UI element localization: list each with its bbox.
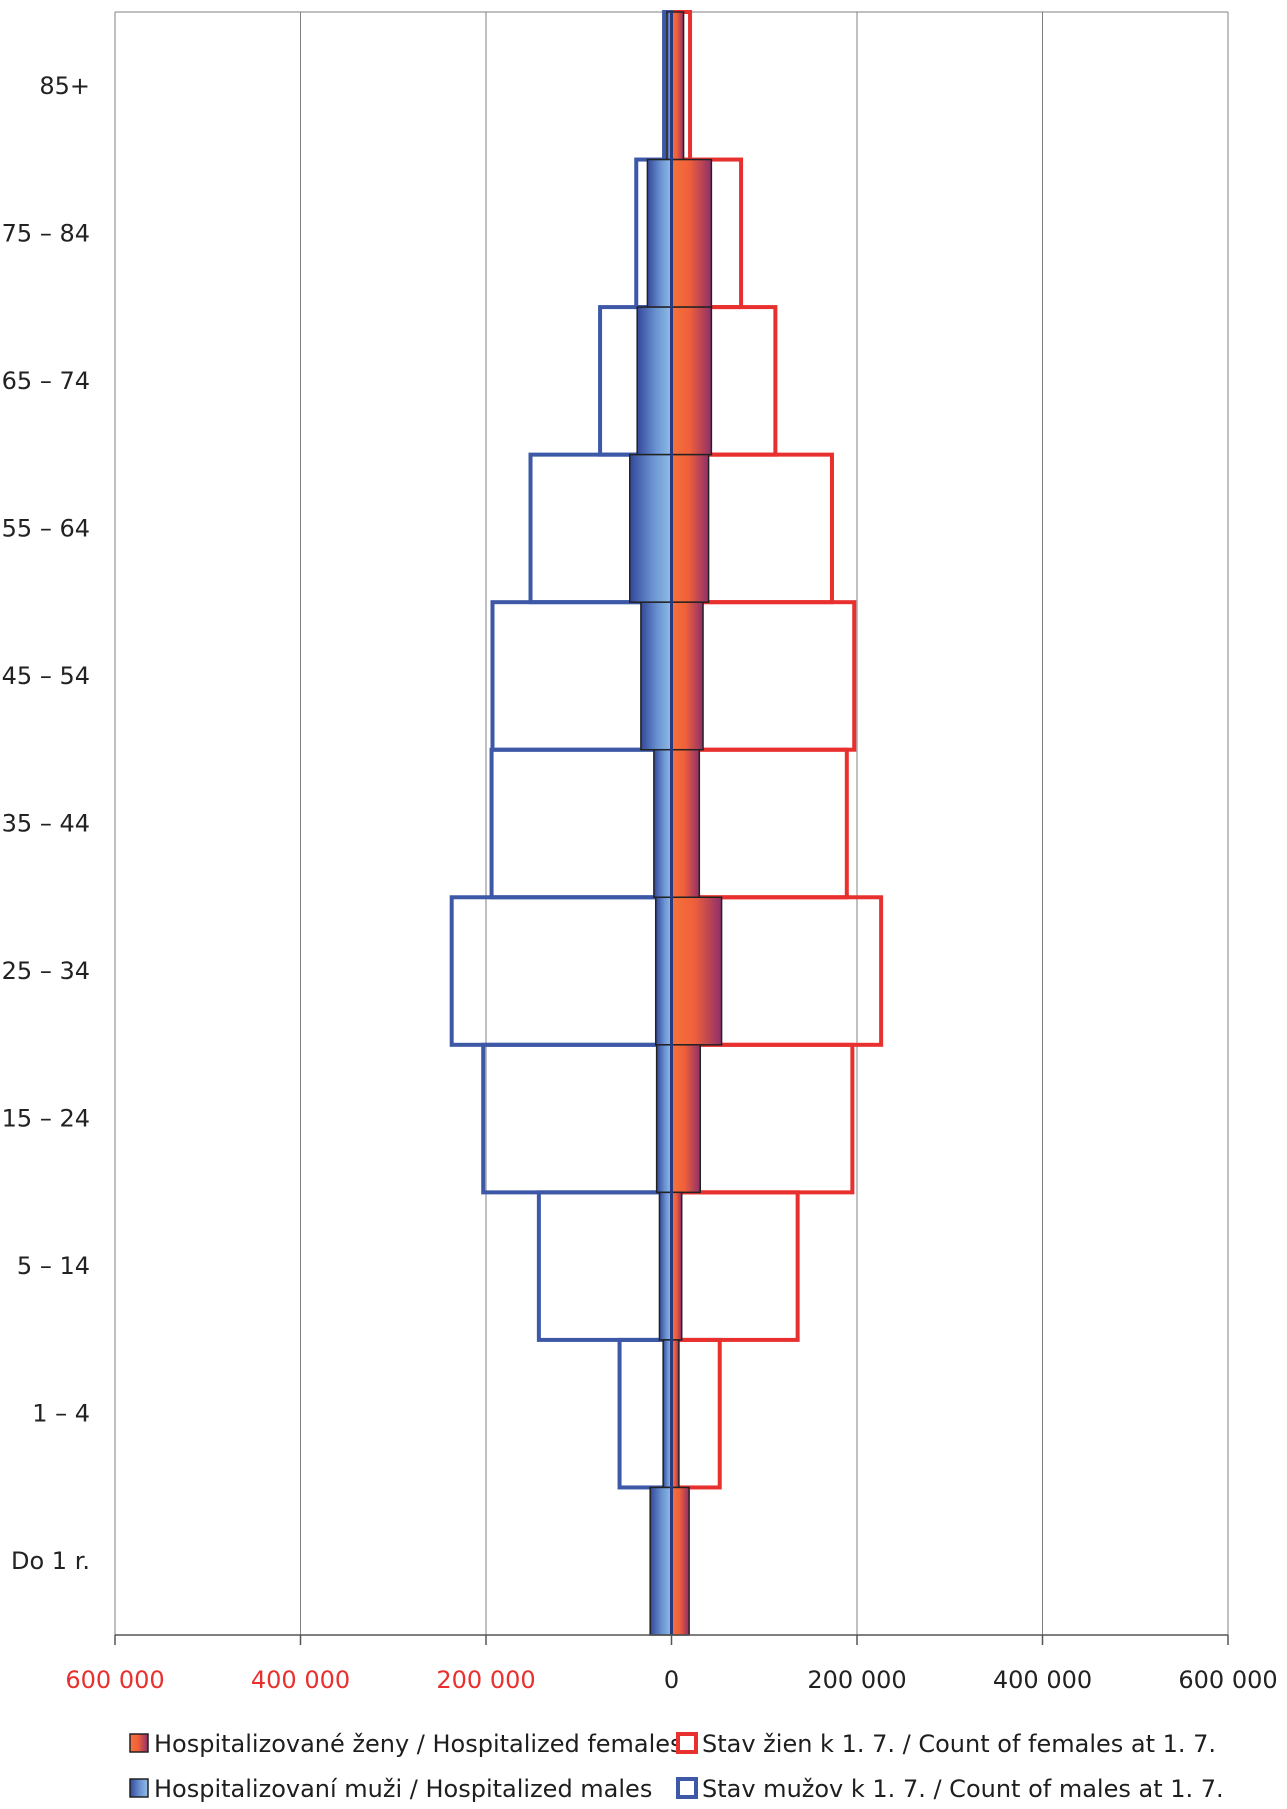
bar-males-count-5 <box>489 747 674 900</box>
legend-swatch-1 <box>676 1732 698 1754</box>
category-label-4: 45 – 54 <box>2 662 90 690</box>
bar-males-count-7 <box>481 1042 674 1195</box>
category-label-9: 1 – 4 <box>32 1400 90 1428</box>
axes <box>114 12 1229 1645</box>
bar-females-hospitalized-6 <box>670 896 723 1046</box>
category-label-3: 55 – 64 <box>2 514 90 542</box>
category-label-7: 15 – 24 <box>2 1105 90 1133</box>
category-label-10: Do 1 r. <box>11 1547 90 1575</box>
legend-swatch-0 <box>129 1733 149 1753</box>
category-label-1: 75 – 84 <box>2 219 90 247</box>
x-tick-label-2: 200 000 <box>436 1666 535 1694</box>
legend-label-1: Stav žien k 1. 7. / Count of females at … <box>702 1730 1216 1758</box>
category-label-2: 65 – 74 <box>2 367 90 395</box>
bar-males-count-6 <box>449 895 674 1047</box>
legend-item-0: Hospitalizované ženy / Hospitalized fema… <box>129 1730 683 1758</box>
category-label-5: 35 – 44 <box>2 810 90 838</box>
legend-swatch-3 <box>676 1777 698 1799</box>
legend: Hospitalizované ženy / Hospitalized fema… <box>129 1730 1224 1803</box>
bar-males-hospitalized-7 <box>655 1044 673 1194</box>
x-tick-label-5: 400 000 <box>993 1666 1092 1694</box>
legend-swatch-2 <box>129 1778 149 1798</box>
legend-item-3: Stav mužov k 1. 7. / Count of males at 1… <box>676 1775 1224 1803</box>
bar-males-hospitalized-10 <box>649 1486 673 1636</box>
bar-females-hospitalized-0 <box>670 11 685 161</box>
legend-item-1: Stav žien k 1. 7. / Count of females at … <box>676 1730 1216 1758</box>
legend-label-3: Stav mužov k 1. 7. / Count of males at 1… <box>702 1775 1224 1803</box>
x-tick-label-4: 200 000 <box>807 1666 906 1694</box>
legend-item-2: Hospitalizovaní muži / Hospitalized male… <box>129 1775 652 1803</box>
bar-males-hospitalized-5 <box>653 748 673 899</box>
category-label-8: 5 – 14 <box>17 1252 90 1280</box>
hospitalized-bars <box>629 11 723 1636</box>
bar-males-hospitalized-1 <box>646 158 673 308</box>
bar-males-hospitalized-4 <box>640 601 673 751</box>
bar-males-hospitalized-2 <box>636 306 673 456</box>
bar-females-hospitalized-10 <box>670 1486 690 1636</box>
legend-label-2: Hospitalizovaní muži / Hospitalized male… <box>154 1775 652 1803</box>
x-tick-label-3: 0 <box>664 1666 679 1694</box>
category-label-6: 25 – 34 <box>2 957 90 985</box>
bar-females-hospitalized-2 <box>670 306 713 456</box>
bar-females-hospitalized-4 <box>670 601 704 751</box>
bar-males-hospitalized-6 <box>654 896 673 1046</box>
bar-males-count-8 <box>536 1190 674 1342</box>
bar-males-hospitalized-3 <box>629 453 673 603</box>
category-label-0: 85+ <box>39 72 90 100</box>
bar-females-hospitalized-5 <box>670 748 701 899</box>
legend-label-0: Hospitalizované ženy / Hospitalized fema… <box>154 1730 683 1758</box>
bar-males-hospitalized-8 <box>658 1191 673 1341</box>
x-tick-label-6: 600 000 <box>1178 1666 1277 1694</box>
bar-females-hospitalized-8 <box>670 1191 683 1341</box>
bar-females-hospitalized-3 <box>670 453 710 603</box>
x-tick-label-0: 600 000 <box>65 1666 164 1694</box>
bar-females-hospitalized-7 <box>670 1044 702 1194</box>
axis-labels: 85+ 75 – 84 65 – 74 55 – 64 45 – 54 35 – 44 25… <box>2 72 1278 1694</box>
x-tick-label-1: 400 000 <box>251 1666 350 1694</box>
bar-females-hospitalized-1 <box>670 158 713 308</box>
bar-females-count-8 <box>669 1190 800 1342</box>
